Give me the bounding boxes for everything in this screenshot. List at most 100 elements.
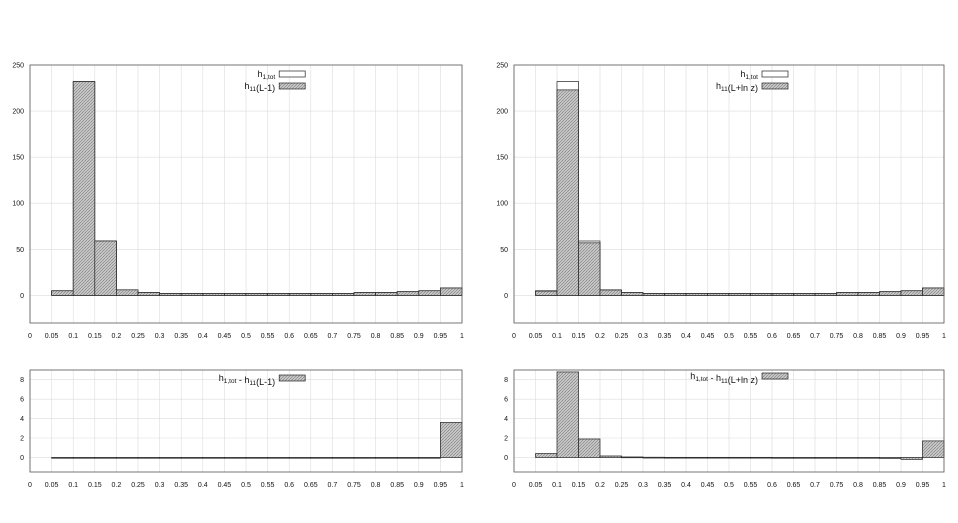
panel-bottom-left-difference-L-minus-1: 0 2 4 6 8 0 0.05 0.1 0.15 0.2 0.25 0.3 0.35 0.4 0.45 0.… [20,369,464,489]
y-tick-label: 200 [496,109,508,116]
bar-hatched-17 [418,290,441,296]
x-tick-label: 0.6 [284,482,294,489]
x-tick-label: 1 [942,333,946,340]
bar-hatched-12 [793,457,816,459]
bar-hatched-16 [879,291,902,296]
y-tick-label: 4 [20,416,24,423]
bar-hatched-2 [578,242,601,296]
bar-hatched-12 [310,457,333,459]
bar-hatched-11 [288,293,312,296]
y-tick-label: 0 [20,293,24,300]
legend-label: h11(L+ln z) [716,81,758,93]
x-tick-label: 0.6 [284,333,294,340]
legend-label: h1,tot - h11(L+ln z) [690,371,758,385]
x-tick-label: 0.75 [830,482,844,489]
bar-hatched-5 [159,293,182,296]
bar-hatched-18 [440,287,463,296]
y-tick-label: 0 [504,293,508,300]
bar-hatched-10 [750,293,773,296]
y-tick-label: 100 [12,201,24,208]
x-tick-label: 0.1 [552,482,562,489]
y-tick-label: 4 [504,416,508,423]
x-tick-label: 0.35 [658,482,672,489]
bar-hatched-15 [375,292,398,296]
x-tick-label: 0.2 [112,333,122,340]
bar-hatched-6 [180,293,204,296]
x-tick-label: 0.05 [45,333,59,340]
y-tick-label: 100 [496,201,508,208]
x-tick-label: 0.65 [787,333,801,340]
y-tick-label: 50 [16,247,24,254]
legend-swatch [761,372,789,380]
x-tick-label: 0.6 [767,482,777,489]
bar-hatched-18 [922,287,945,296]
x-tick-label: 0.9 [414,482,424,489]
x-tick-label: 0.1 [552,333,562,340]
y-tick-label: 50 [500,247,508,254]
legend-swatch [761,82,789,90]
bar-hatched-5 [642,456,665,459]
x-tick-label: 0.3 [155,333,165,340]
x-tick-label: 0.45 [701,333,715,340]
x-tick-label: 0.7 [810,482,820,489]
bar-hatched-6 [664,293,687,296]
x-tick-label: 0.25 [615,482,629,489]
bar-hatched-9 [245,457,268,459]
x-tick-label: 0.8 [371,482,381,489]
x-tick-label: 0.4 [681,333,691,340]
bar-hatched-1 [556,89,579,296]
x-tick-label: 0.55 [261,482,275,489]
plot-frame [29,64,463,324]
panel-top-right-h11-L-plus-lnz: 0 50 100 150 200 250 0 0.05 0.1 0.15 0.2 0.25 0.3 0.3… [496,63,946,341]
x-tick-label: 0.85 [390,333,404,340]
panel-top-left-h11-L-minus-1: 0 50 100 150 200 250 0 0.05 0.1 0.15 0.2 0.25 0.3 0.3… [12,63,464,341]
x-tick-label: 0.2 [595,333,605,340]
bar-hatched-6 [664,456,687,459]
bar-hatched-3 [116,289,139,296]
x-tick-label: 0.45 [701,482,715,489]
bar-hatched-10 [267,293,290,296]
x-tick-label: 0.5 [241,482,251,489]
bar-hatched-14 [836,457,859,459]
bar-hatched-4 [621,456,644,459]
y-tick-label: 2 [20,436,24,443]
bar-hatched-14 [836,292,859,296]
x-tick-label: 0.2 [595,482,605,489]
bar-hatched-9 [245,293,268,296]
bar-hatched-8 [224,457,247,459]
x-tick-label: 0.85 [873,482,887,489]
bar-hatched-5 [642,293,665,296]
x-tick-label: 0.55 [744,482,758,489]
x-tick-label: 0.85 [873,333,887,340]
bar-hatched-9 [728,293,751,296]
legend-label: h1,tot [258,69,276,81]
x-tick-label: 0.5 [241,333,251,340]
x-tick-label: 0 [512,333,516,340]
x-tick-label: 0.45 [218,482,232,489]
y-tick-label: 0 [504,455,508,462]
x-tick-label: 0.95 [916,333,930,340]
bar-hatched-2 [94,240,117,296]
bar-hatched-8 [707,456,730,459]
bar-hatched-17 [418,457,441,459]
plot-frame [513,369,945,473]
plot-frame [513,64,945,324]
x-tick-label: 0.3 [638,482,648,489]
bar-hatched-17 [900,457,923,460]
x-tick-label: 0.8 [853,333,863,340]
bar-hatched-15 [375,457,398,459]
y-tick-label: 150 [12,155,24,162]
bar-hatched-7 [685,456,708,459]
legend-label: h1,tot [740,69,758,81]
bar-hatched-13 [814,457,837,459]
bar-hatched-11 [288,457,312,459]
bar-hatched-9 [728,456,751,459]
bar-hatched-5 [159,457,182,459]
x-tick-label: 0 [28,333,32,340]
x-tick-label: 0.35 [174,482,188,489]
bar-hatched-16 [396,291,420,296]
x-tick-label: 0.65 [304,333,318,340]
y-tick-label: 8 [20,377,24,384]
x-tick-label: 0.75 [347,482,361,489]
